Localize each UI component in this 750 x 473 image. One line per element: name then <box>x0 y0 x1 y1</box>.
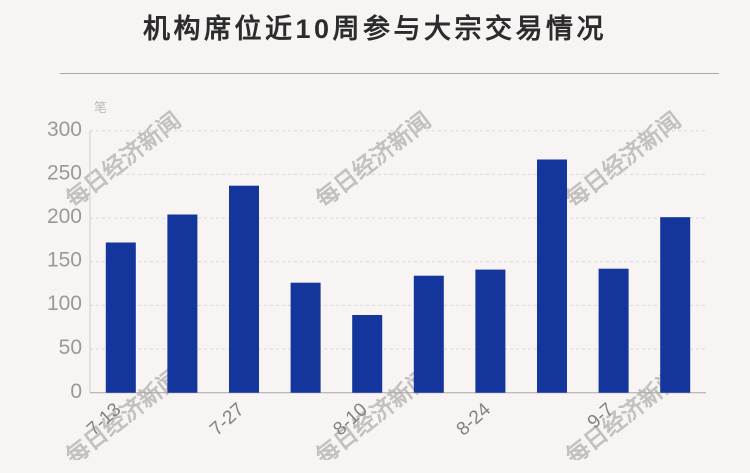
svg-text:300: 300 <box>47 118 82 141</box>
svg-text:250: 250 <box>47 162 82 185</box>
svg-text:200: 200 <box>47 205 82 228</box>
svg-text:50: 50 <box>59 336 82 359</box>
svg-text:笔: 笔 <box>94 100 107 115</box>
svg-text:150: 150 <box>47 249 82 272</box>
svg-text:100: 100 <box>47 292 82 315</box>
svg-text:0: 0 <box>70 380 82 403</box>
